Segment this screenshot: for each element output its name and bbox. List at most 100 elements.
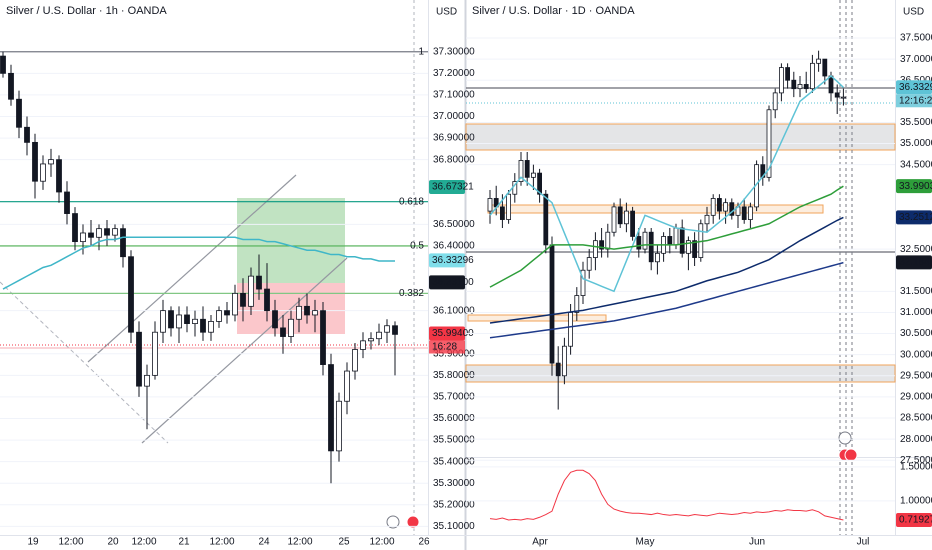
event-icon[interactable] <box>838 431 852 445</box>
price-tag <box>429 253 465 268</box>
flag-icon[interactable] <box>844 448 858 462</box>
candle-body <box>549 244 555 364</box>
candle-body <box>160 310 166 333</box>
y-tick-label: 35.30000 <box>433 478 475 489</box>
currency: USD <box>903 7 924 18</box>
candle-body <box>184 314 190 324</box>
candle-body <box>710 198 716 216</box>
y-tick-label: 37.00000 <box>433 111 475 122</box>
candle-body <box>487 198 493 212</box>
candle-body <box>704 214 710 225</box>
candle-body <box>717 198 722 212</box>
candle-body <box>810 62 815 90</box>
candle-body <box>642 231 648 250</box>
candle-body <box>772 92 778 111</box>
price-tag-label: 0.71927 <box>899 515 932 526</box>
candle-body <box>264 288 270 312</box>
candle-body <box>593 240 598 258</box>
y-tick-label: 37.20000 <box>433 68 475 79</box>
price-tag-label: 35.99400 <box>432 328 474 339</box>
y-tick-label: 35.80000 <box>433 370 475 381</box>
y-tick-label: 37.00000 <box>900 54 932 65</box>
candle-body <box>64 191 70 214</box>
y-tick-label: 35.00000 <box>900 138 932 149</box>
candle-body <box>16 98 22 128</box>
candle-body <box>524 160 530 178</box>
countdown-box <box>896 94 932 108</box>
candle-body <box>80 232 86 243</box>
y-tick-label: 31.00000 <box>900 307 932 318</box>
x-tick-label: 12:00 <box>131 537 156 548</box>
y-tick-label: 36.10000 <box>433 305 475 316</box>
x-tick-label: 26 <box>418 537 430 548</box>
candle-body <box>636 236 642 250</box>
x-tick-label: May <box>636 537 655 548</box>
candle-body <box>368 338 374 342</box>
flag-icon[interactable] <box>406 515 420 529</box>
candle-body <box>555 362 561 377</box>
candle-body <box>748 206 753 220</box>
candle-body <box>216 310 222 322</box>
candle-body <box>655 252 660 263</box>
candle-body <box>72 213 78 243</box>
candle-body <box>499 206 505 220</box>
candle-body <box>200 318 206 333</box>
channel-line <box>87 174 297 363</box>
candle-body <box>88 232 94 238</box>
y-tick-label: 36.40000 <box>433 241 475 252</box>
candle-body <box>624 210 629 225</box>
price-tag <box>896 255 932 270</box>
x-tick-label: Jun <box>749 537 765 548</box>
candle-body <box>256 275 262 290</box>
candle-body <box>630 210 635 237</box>
y-tick-label: 1.50000 <box>900 461 932 472</box>
moving-average <box>489 261 844 339</box>
candle-body <box>667 236 673 246</box>
trend-line <box>0 281 169 444</box>
candle-body <box>128 256 134 333</box>
candle-body <box>816 58 821 64</box>
chart-title: Silver / U.S. Dollar · 1h · OANDA <box>6 5 167 17</box>
y-tick-label: 34.50000 <box>900 159 932 170</box>
price-tag <box>896 80 932 95</box>
fib-label: 0.5 <box>410 241 424 252</box>
y-tick-label: 35.10000 <box>433 521 475 532</box>
x-tick-label: 20 <box>107 537 119 548</box>
candle-body <box>803 84 809 90</box>
candle-body <box>741 206 747 220</box>
candle-body <box>580 269 586 296</box>
candle-body <box>248 275 254 307</box>
candle-body <box>506 193 512 220</box>
demand-zone <box>465 364 896 383</box>
currency: USD <box>436 7 457 18</box>
price-tag-label: 33.25126 <box>899 212 932 223</box>
candle-body <box>562 345 567 377</box>
candle-body <box>48 159 54 165</box>
price-tag <box>896 179 932 194</box>
x-tick-label: 25 <box>338 537 350 548</box>
y-tick-label: 31.50000 <box>900 286 932 297</box>
long-profit-zone <box>237 198 345 283</box>
candle-body <box>8 72 14 100</box>
candle-body <box>766 109 772 178</box>
x-tick-label: 21 <box>178 537 190 548</box>
candle-body <box>574 295 580 313</box>
countdown-box <box>429 340 465 354</box>
price-tag <box>429 326 465 341</box>
candle-body <box>328 364 334 452</box>
chart-layer: Silver / U.S. Dollar · 1h · OANDA USD 37.3… <box>0 5 932 548</box>
event-icon[interactable] <box>386 515 400 529</box>
y-tick-label: 27.50000 <box>900 455 932 466</box>
y-tick-label: 35.50000 <box>433 435 475 446</box>
y-tick-label: 37.10000 <box>433 90 475 101</box>
candle-body <box>152 331 158 376</box>
candle-body <box>586 257 592 271</box>
candle-body <box>360 340 366 350</box>
candle-body <box>723 202 728 212</box>
y-tick-label: 29.00000 <box>900 392 932 403</box>
y-tick-label: 1.00000 <box>900 496 932 507</box>
y-tick-label: 32.50000 <box>900 244 932 255</box>
candle-body <box>288 318 294 337</box>
candle-body <box>96 228 102 238</box>
